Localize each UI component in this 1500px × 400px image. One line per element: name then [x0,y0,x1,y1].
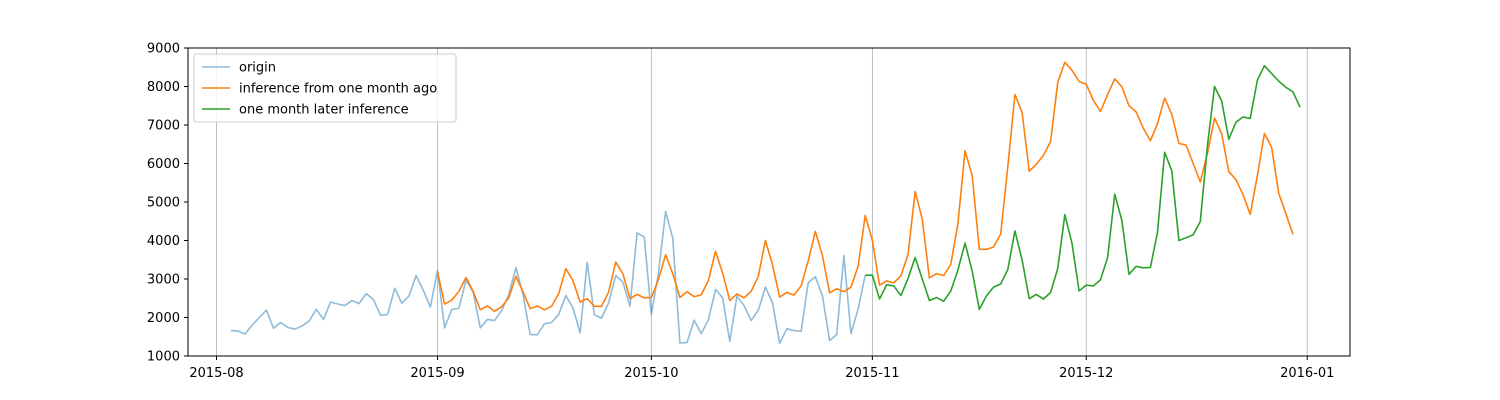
x-tick-label: 2015-11 [845,366,899,381]
y-tick-label: 7000 [147,119,180,134]
y-tick-label: 8000 [147,80,180,95]
legend-label: origin [239,61,276,76]
x-tick-label: 2015-10 [624,366,678,381]
legend-label: one month later inference [239,103,409,118]
y-tick-label: 6000 [147,157,180,172]
legend: origin inference from one month ago one mo… [193,53,457,123]
series-line-2 [865,64,1301,311]
series-line-1 [436,61,1294,313]
y-tick-label: 3000 [147,273,180,288]
y-axis-ticks: 1000 2000 3000 4000 5000 6000 7000 8000 9000 [147,42,188,365]
y-tick-label: 4000 [147,234,180,249]
x-tick-label: 2015-08 [189,366,243,381]
x-tick-label: 2015-12 [1059,366,1113,381]
x-tick-label: 2015-09 [410,366,464,381]
x-tick-label: 2016-01 [1280,366,1334,381]
y-tick-label: 9000 [147,42,180,57]
series-lines [230,61,1301,345]
y-tick-label: 5000 [147,196,180,211]
series-line-0 [230,210,867,345]
x-axis-ticks: 2015-08 2015-09 2015-10 2015-11 2015-12 2016-… [189,356,1334,381]
legend-box [193,53,457,123]
legend-label: inference from one month ago [239,82,437,97]
y-tick-label: 2000 [147,311,180,326]
y-tick-label: 1000 [147,350,180,365]
